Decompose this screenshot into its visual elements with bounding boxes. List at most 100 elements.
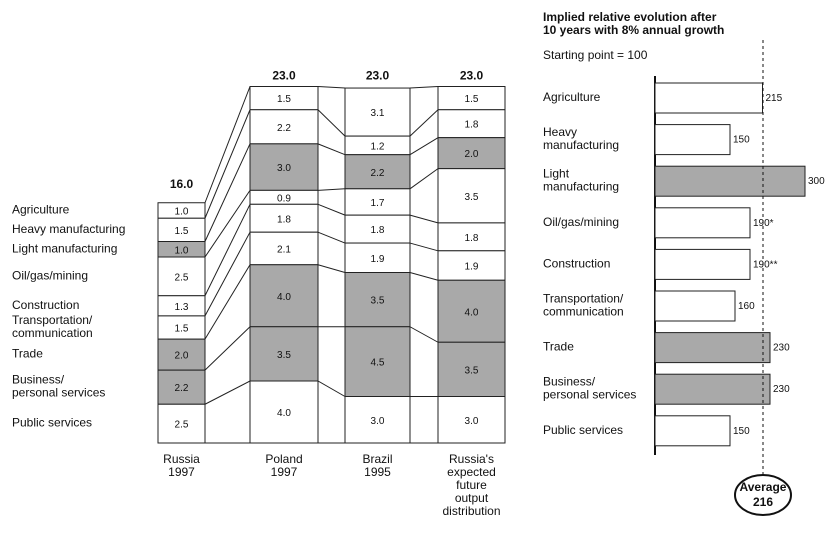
bar — [654, 207, 751, 239]
average-label: Average — [740, 480, 787, 494]
value-label: 215 — [766, 93, 783, 104]
segment-label: 3.5 — [465, 191, 479, 202]
connector — [317, 143, 346, 156]
segment — [437, 341, 506, 397]
segment-label: 4.0 — [465, 307, 479, 318]
segment-label: 1.9 — [371, 253, 385, 264]
bar — [654, 415, 731, 447]
connector — [409, 326, 439, 343]
connector — [409, 242, 439, 252]
connector — [409, 109, 439, 137]
sector-label: Construction — [12, 298, 79, 312]
segment-label: 0.9 — [277, 193, 291, 204]
connector — [409, 168, 439, 190]
segment — [157, 256, 206, 297]
segment-label: 2.2 — [371, 167, 385, 178]
segment — [344, 154, 411, 190]
y-tick-label: Business/personal services — [543, 375, 636, 402]
segment-label: 3.0 — [371, 415, 385, 426]
x-tick-label: Russia 1997 — [163, 452, 200, 479]
segment — [437, 109, 506, 139]
connector — [204, 86, 251, 203]
segment-label: 3.1 — [371, 108, 385, 119]
total-label: 16.0 — [170, 177, 194, 191]
value-label: 150 — [733, 425, 750, 436]
segment-label: 1.8 — [465, 232, 479, 243]
value-label: 230 — [773, 384, 790, 395]
connector — [204, 264, 251, 340]
sector-label: Business/personal services — [12, 373, 105, 400]
segment — [249, 326, 319, 382]
segment — [437, 168, 506, 224]
segment — [437, 250, 506, 281]
y-tick-label: Construction — [543, 257, 610, 271]
connector — [317, 188, 346, 191]
segment — [157, 338, 206, 371]
value-label: 190** — [753, 259, 778, 270]
segment-label: 1.2 — [371, 141, 385, 152]
average-value: 216 — [753, 495, 773, 509]
connector — [317, 203, 346, 216]
sector-label: Agriculture — [12, 203, 70, 217]
connector — [204, 143, 251, 242]
x-tick-label: Poland 1997 — [265, 452, 302, 479]
segment — [437, 137, 506, 170]
segment — [157, 403, 206, 444]
connector — [204, 231, 251, 317]
connector — [204, 109, 251, 219]
x-tick-label: Russia's expected future output distribution — [442, 452, 500, 518]
connector — [409, 86, 439, 89]
connector — [409, 137, 439, 156]
segment-label: 3.5 — [371, 295, 385, 306]
segment-label: 2.5 — [175, 419, 189, 430]
sector-label: Transportation/communication — [12, 313, 93, 340]
connector — [204, 204, 251, 296]
segment — [249, 380, 319, 444]
bar — [654, 248, 751, 280]
segment-label: 4.0 — [277, 291, 291, 302]
sector-label: Trade — [12, 347, 43, 361]
segment — [437, 279, 506, 343]
connector — [317, 231, 346, 244]
segment — [344, 326, 411, 397]
segment-label: 3.0 — [277, 163, 291, 174]
segment-label: 1.0 — [175, 245, 189, 256]
connector — [317, 380, 346, 397]
connector — [317, 109, 346, 137]
segment-label: 2.2 — [175, 383, 189, 394]
y-tick-label: Light manufacturing — [543, 167, 619, 194]
segment-label: 1.8 — [465, 119, 479, 130]
segment — [344, 396, 411, 444]
segment — [437, 396, 506, 444]
segment-label: 3.5 — [277, 350, 291, 361]
chart-subtitle: Starting point = 100 — [543, 48, 648, 62]
connector — [204, 190, 251, 258]
sector-label: Light manufacturing — [12, 241, 117, 255]
value-label: 230 — [773, 342, 790, 353]
connector — [409, 272, 439, 281]
segment-label: 1.5 — [175, 323, 189, 334]
total-label: 23.0 — [366, 69, 390, 83]
segment-label: 1.7 — [371, 198, 385, 209]
segment — [249, 231, 319, 266]
value-label: 150 — [733, 134, 750, 145]
segment-label: 4.0 — [277, 408, 291, 419]
segment-label: 2.5 — [175, 272, 189, 283]
y-tick-label: Agriculture — [543, 90, 601, 104]
segment-label: 3.5 — [465, 365, 479, 376]
y-tick-label: Public services — [543, 423, 623, 437]
segment-label: 1.5 — [277, 94, 291, 105]
segment — [157, 369, 206, 405]
segment-label: 1.3 — [175, 301, 189, 312]
bar — [654, 332, 771, 364]
connector — [409, 214, 439, 224]
segment-label: 1.8 — [277, 214, 291, 225]
x-tick-label: Brazil 1995 — [362, 452, 392, 479]
y-tick-label: Trade — [543, 340, 574, 354]
segment-label: 2.2 — [277, 122, 291, 133]
segment — [249, 109, 319, 145]
y-tick-label: Heavy manufacturing — [543, 125, 619, 152]
segment-label: 1.5 — [465, 94, 479, 105]
value-label: 160 — [738, 301, 755, 312]
segment-label: 1.0 — [175, 206, 189, 217]
